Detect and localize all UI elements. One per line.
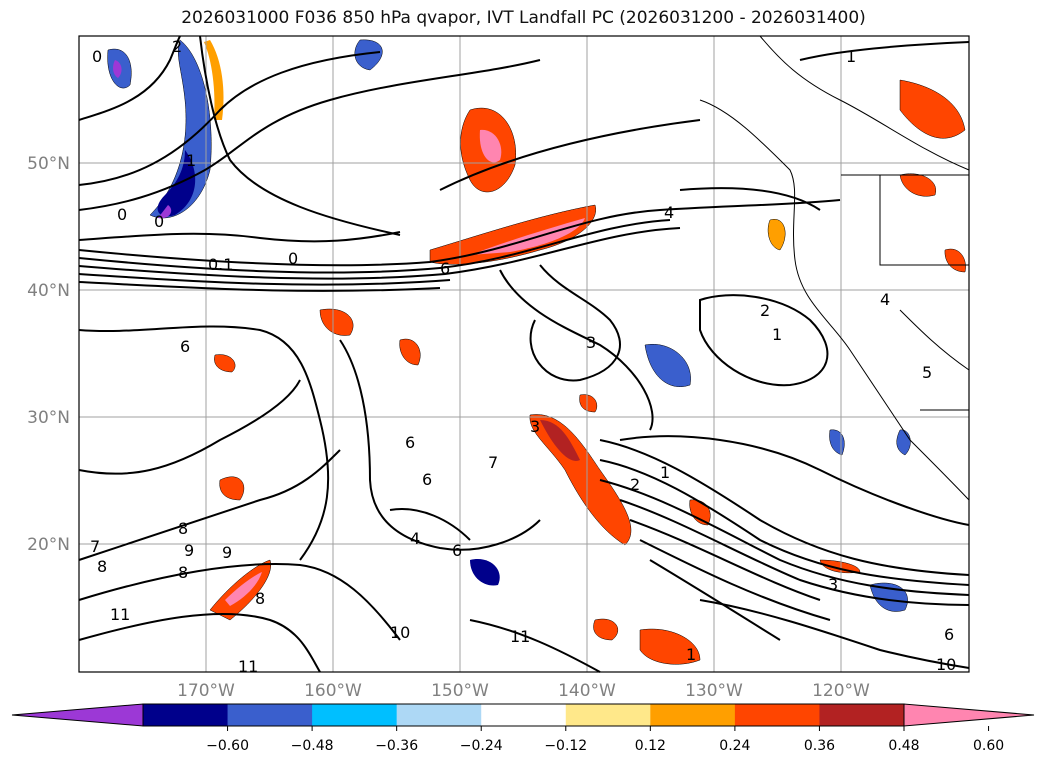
colorbar-tick-label: 0.60 xyxy=(973,738,1004,754)
colorbar-segment xyxy=(565,704,651,726)
colorbar-tick-label: −0.60 xyxy=(206,738,249,754)
contour-label: 2 xyxy=(172,37,182,56)
contour-label: 1 xyxy=(772,325,782,344)
contour-label: 4 xyxy=(880,290,890,309)
coastlines xyxy=(699,35,970,501)
contour-label: 6 xyxy=(405,433,415,452)
colorbar-tick-label: 0.48 xyxy=(888,738,919,754)
contour-label: 9 xyxy=(222,543,232,562)
map-frame xyxy=(78,35,970,673)
contour-label: 9 xyxy=(184,541,194,560)
contour-label: 0 xyxy=(117,205,127,224)
contour-label: 3 xyxy=(586,333,596,352)
colorbar-max-arrow xyxy=(903,703,1035,727)
contour-label: 6 xyxy=(180,337,190,356)
lon-label-140w: 140°W xyxy=(558,681,616,701)
contour-label: 6 xyxy=(422,470,432,489)
colorbar: −0.60 −0.48 −0.36 −0.24 −0.12 0.12 0.24 0.36 0.4… xyxy=(11,703,1035,754)
colorbar-tick-label: −0.36 xyxy=(375,738,418,754)
colorbar-tick-label: −0.24 xyxy=(460,738,503,754)
colorbar-tick-label: 0.12 xyxy=(635,738,666,754)
contour-label: 11 xyxy=(238,657,258,676)
colorbar-segment xyxy=(227,704,313,726)
contour-label: 11 xyxy=(510,627,530,646)
contour-label: 1 xyxy=(660,463,670,482)
contour-label: 7 xyxy=(90,537,100,556)
contour-label: 4 xyxy=(410,529,420,548)
contour-label: 6 xyxy=(452,541,462,560)
colorbar-segment xyxy=(396,704,482,726)
latitude-labels: 50°N 40°N 30°N 20°N xyxy=(27,154,70,555)
contour-label: 4 xyxy=(664,203,674,222)
colorbar-tick-label: 0.24 xyxy=(719,738,750,754)
contour-label: 0 xyxy=(288,249,298,268)
contour-label: 1 xyxy=(186,151,196,170)
lat-label-30: 30°N xyxy=(27,408,70,428)
colorbar-min-arrow xyxy=(11,703,144,727)
contour-label: 5 xyxy=(922,363,932,382)
colorbar-tick-label: −0.48 xyxy=(291,738,334,754)
lon-label-150w: 150°W xyxy=(431,681,489,701)
contour-label: 8 xyxy=(178,519,188,538)
colorbar-segment xyxy=(312,704,398,726)
lon-label-120w: 120°W xyxy=(812,681,870,701)
colorbar-frame xyxy=(142,703,905,727)
contour-label: 3 xyxy=(530,417,540,436)
contour-label: 8 xyxy=(178,563,188,582)
contour-label: 3 xyxy=(828,575,838,594)
colorbar-segment xyxy=(734,704,820,726)
contour-label: 2 xyxy=(760,301,770,320)
colorbar-segment xyxy=(650,704,736,726)
colorbar-tick-label: 0.36 xyxy=(804,738,835,754)
longitude-labels: 170°W 160°W 150°W 140°W 130°W 120°W xyxy=(177,681,870,701)
lat-label-50: 50°N xyxy=(27,154,70,174)
contour-label: 8 xyxy=(97,557,107,576)
lon-label-160w: 160°W xyxy=(304,681,362,701)
contour-label: 1 xyxy=(686,645,696,664)
colorbar-segment xyxy=(819,704,905,726)
colorbar-segments xyxy=(143,704,905,726)
colorbar-segment xyxy=(481,704,567,726)
colorbar-ticks: −0.60 −0.48 −0.36 −0.24 −0.12 0.12 0.24 0.36 0.4… xyxy=(206,726,1004,754)
contour-label: 0.1 xyxy=(208,255,233,274)
contour-label: 8 xyxy=(255,589,265,608)
contour-label: 10 xyxy=(390,623,410,642)
contour-label: 2 xyxy=(630,475,640,494)
lat-label-20: 20°N xyxy=(27,535,70,555)
contour-label: 11 xyxy=(110,605,130,624)
contour-label: 6 xyxy=(944,625,954,644)
map-panel: 0 2 1 0 0 0.1 0 6 4 2 1 3 4 5 6 6 7 6 4 … xyxy=(78,35,970,676)
contour-label: 0 xyxy=(154,212,164,231)
contour-label: 1 xyxy=(846,47,856,66)
contour-label: 6 xyxy=(440,259,450,278)
colorbar-segment xyxy=(143,704,229,726)
contour-label: 10 xyxy=(936,655,956,674)
contour-lines xyxy=(78,35,970,673)
lon-label-170w: 170°W xyxy=(177,681,235,701)
map-title: 2026031000 F036 850 hPa qvapor, IVT Land… xyxy=(181,8,866,28)
lon-label-130w: 130°W xyxy=(685,681,743,701)
colorbar-tick-label: −0.12 xyxy=(544,738,587,754)
contour-labels: 0 2 1 0 0 0.1 0 6 4 2 1 3 4 5 6 6 7 6 4 … xyxy=(90,37,956,676)
contour-label: 7 xyxy=(488,453,498,472)
contour-label: 0 xyxy=(92,47,102,66)
lat-label-40: 40°N xyxy=(27,281,70,301)
